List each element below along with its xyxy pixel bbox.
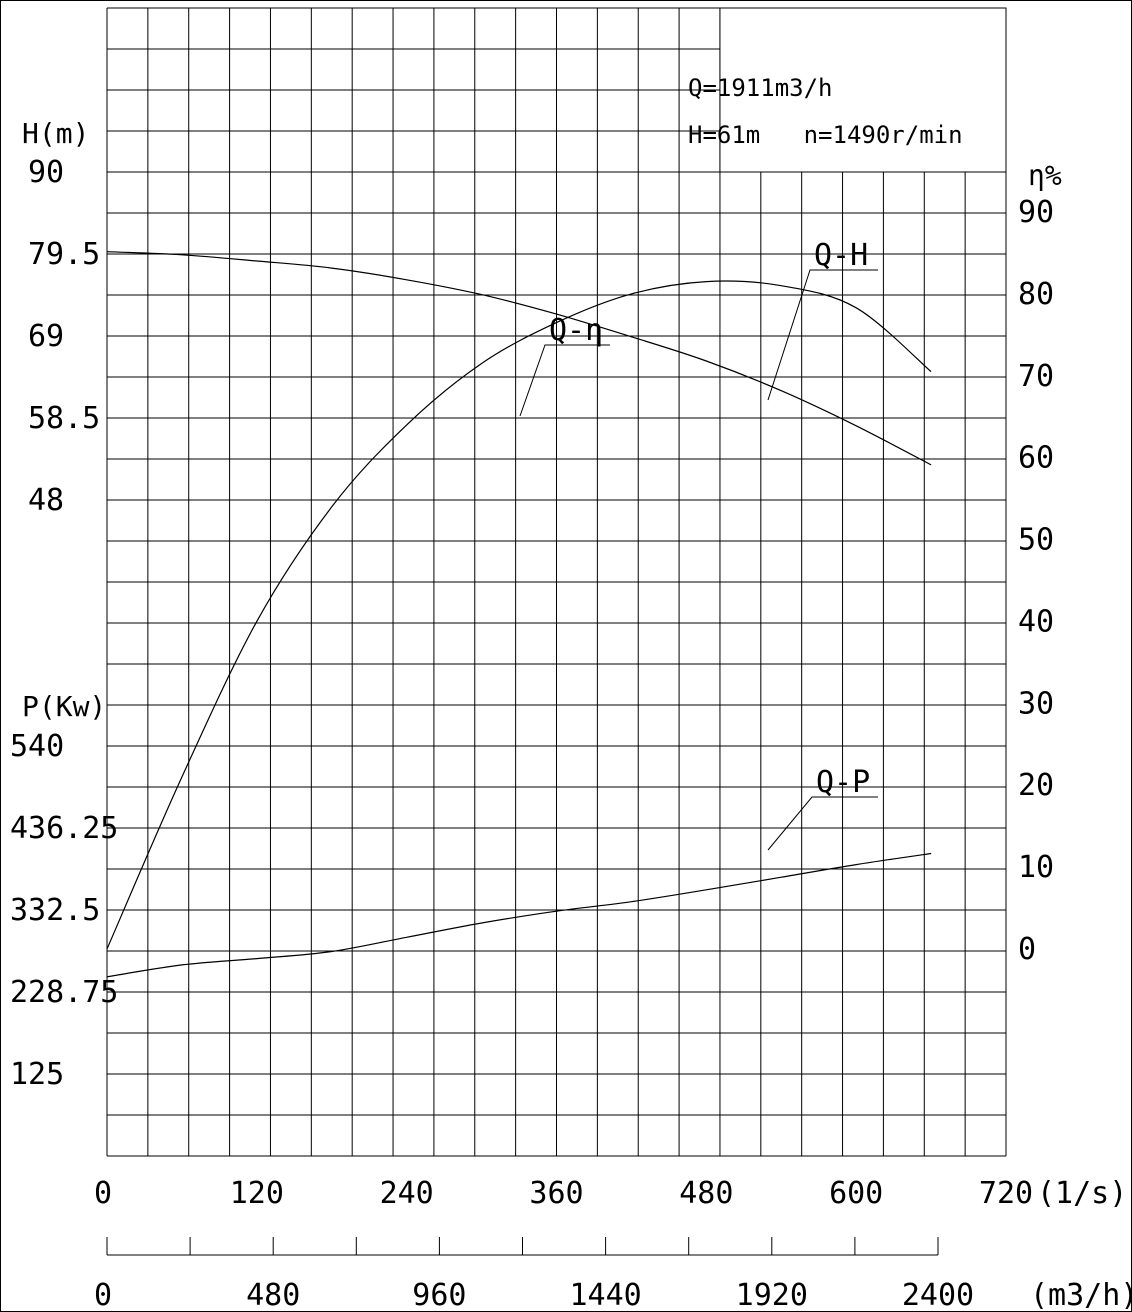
efficiency-tick-label: 70 — [1018, 359, 1054, 394]
efficiency-tick-label: 40 — [1018, 604, 1054, 639]
power-tick-label: 436.25 — [10, 811, 118, 846]
curves: Q-H Q-η Q-P — [106, 238, 932, 978]
flow-m3h-tick-label: 1920 — [736, 1278, 808, 1312]
head-axis-title: H(m) — [22, 117, 89, 150]
info-box — [719, 7, 1007, 173]
efficiency-tick-label: 80 — [1018, 277, 1054, 312]
head-tick-label: 90 — [28, 155, 64, 190]
efficiency-tick-label: 60 — [1018, 441, 1054, 476]
series-leader-Q-H — [767, 269, 878, 401]
flow-m3h-tick-label: 2400 — [902, 1278, 974, 1312]
flow-ls-tick-label: 0 — [94, 1176, 112, 1211]
axis-labels: H(m) 90 79.5 69 58.5 48 P(Kw) 540 436.25 332.5 228… — [10, 117, 1132, 1312]
flow-m3h-tick-label: 480 — [246, 1278, 300, 1312]
power-tick-label: 540 — [10, 729, 64, 764]
series-line-Q-H — [106, 251, 932, 466]
power-tick-label: 125 — [10, 1057, 64, 1092]
efficiency-axis-title: η% — [1028, 159, 1062, 192]
flow-ls-unit: (1/s) — [1037, 1176, 1127, 1211]
head-tick-label: 58.5 — [28, 401, 100, 436]
flow-ls-tick-label: 120 — [230, 1176, 284, 1211]
flow-ls-tick-label: 600 — [829, 1176, 883, 1211]
power-tick-label: 332.5 — [10, 893, 100, 928]
flow-m3h-tick-label: 1440 — [569, 1278, 641, 1312]
series-line-Q-η — [106, 280, 932, 950]
series-label-Q-H: Q-H — [814, 238, 868, 273]
series-label-Q-P: Q-P — [816, 765, 870, 800]
flow-ls-tick-label: 360 — [529, 1176, 583, 1211]
efficiency-tick-label: 10 — [1018, 850, 1054, 885]
head-tick-label: 48 — [28, 483, 64, 518]
grid — [106, 7, 1007, 1157]
efficiency-tick-label: 20 — [1018, 768, 1054, 803]
flow-ls-tick-label: 480 — [679, 1176, 733, 1211]
efficiency-tick-label: 0 — [1018, 932, 1036, 967]
flow-m3h-tick-label: 960 — [412, 1278, 466, 1312]
series-leader-Q-P — [767, 796, 878, 851]
efficiency-tick-label: 90 — [1018, 195, 1054, 230]
flow-ls-tick-label: 240 — [380, 1176, 434, 1211]
efficiency-tick-label: 30 — [1018, 686, 1054, 721]
flow-m3h-tick-label: 0 — [94, 1278, 112, 1312]
head-tick-label: 79.5 — [28, 237, 100, 272]
power-axis-title: P(Kw) — [22, 690, 106, 723]
power-tick-label: 228.75 — [10, 975, 118, 1010]
info-head-speed: H=61m n=1490r/min — [688, 121, 963, 149]
series-line-Q-P — [106, 852, 932, 978]
head-tick-label: 69 — [28, 319, 64, 354]
efficiency-tick-label: 50 — [1018, 523, 1054, 558]
series-leader-Q-η — [519, 344, 610, 417]
series-label-Q-η: Q-η — [549, 313, 603, 348]
flow-ls-tick-label: 720 — [979, 1176, 1033, 1211]
flow-m3h-unit: (m3/h) — [1030, 1278, 1132, 1312]
info-flow-rate: Q=1911m3/h — [688, 74, 833, 102]
